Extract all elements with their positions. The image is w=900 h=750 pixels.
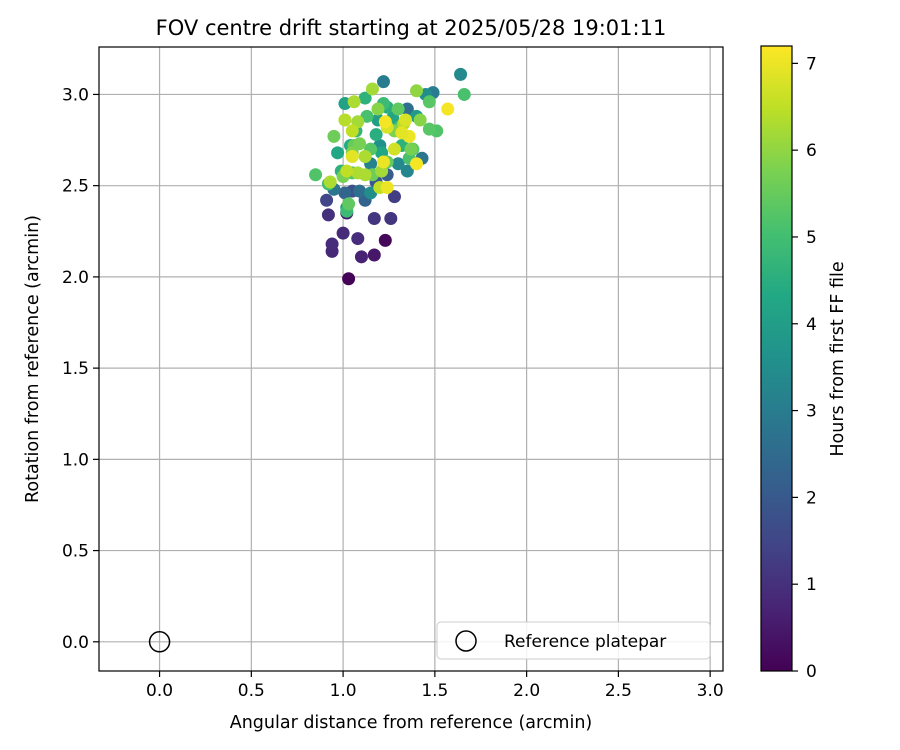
data-point [387, 142, 401, 156]
data-point [340, 164, 354, 178]
data-points [309, 67, 471, 286]
data-point [309, 168, 323, 182]
x-axis-ticks: 0.0 0.5 1.0 1.5 2.0 2.5 3.0 [146, 671, 724, 701]
data-point [331, 146, 345, 160]
data-point [358, 91, 372, 105]
data-point [358, 168, 372, 182]
data-point [457, 87, 471, 101]
data-point [342, 272, 356, 286]
colorbar-tick-label: 0 [806, 662, 817, 682]
y-tick-label: 3.0 [62, 85, 89, 105]
data-point [345, 124, 359, 138]
data-point [353, 137, 367, 151]
data-point [353, 184, 367, 198]
legend: Reference platepar [436, 621, 711, 660]
colorbar-tick-label: 2 [806, 488, 817, 508]
data-point [371, 102, 385, 116]
colorbar-frame [760, 45, 793, 672]
y-tick-label: 2.0 [62, 268, 89, 288]
data-point [410, 84, 424, 98]
data-point [351, 232, 365, 246]
colorbar-tick-label: 7 [806, 54, 817, 74]
x-tick-label: 3.0 [697, 681, 724, 701]
data-point [367, 248, 381, 262]
data-point [380, 180, 394, 194]
reference-marker [148, 631, 171, 653]
x-tick-label: 2.5 [605, 681, 632, 701]
data-point [321, 208, 335, 222]
data-point [323, 175, 337, 189]
y-tick-label: 0.5 [62, 542, 89, 562]
data-point [354, 250, 368, 264]
reference-marker-group [148, 631, 171, 653]
data-point [342, 197, 356, 211]
data-point [413, 113, 427, 127]
data-point [378, 115, 392, 129]
colorbar-tick-label: 5 [806, 228, 817, 248]
colorbar-label: Hours from first FF file [828, 261, 848, 456]
y-tick-label: 1.5 [62, 359, 89, 379]
data-point [398, 113, 412, 127]
legend-entry-label: Reference platepar [504, 632, 666, 652]
data-point [347, 95, 361, 109]
grid [99, 47, 723, 671]
y-axis-label: Rotation from reference (arcmin) [23, 215, 43, 503]
data-point [325, 237, 339, 251]
colorbar-ticks: 0 1 2 3 4 5 6 7 [792, 54, 817, 682]
data-point [441, 102, 455, 116]
colorbar-tick-label: 6 [806, 141, 817, 161]
y-axis-ticks: 0.0 0.5 1.0 1.5 2.0 2.5 3.0 [62, 85, 99, 653]
data-point [376, 75, 390, 89]
colorbar-gradient [761, 46, 792, 671]
y-tick-label: 2.5 [62, 177, 89, 197]
legend-box [436, 621, 711, 660]
data-point [338, 113, 352, 127]
data-point [358, 149, 372, 163]
data-point [400, 102, 414, 116]
x-tick-label: 1.0 [330, 681, 357, 701]
chart-title: FOV centre drift starting at 2025/05/28 … [156, 16, 667, 40]
data-point [404, 142, 418, 156]
legend-reference-marker [455, 630, 477, 652]
x-tick-label: 2.0 [513, 681, 540, 701]
x-tick-label: 0.5 [238, 681, 265, 701]
data-point [422, 122, 436, 136]
plot-frame [98, 46, 724, 672]
data-point [345, 149, 359, 163]
data-point [395, 126, 409, 140]
data-point [400, 164, 414, 178]
data-point [387, 190, 401, 204]
data-point [454, 67, 468, 81]
data-point [422, 95, 436, 109]
colorbar: 0 1 2 3 4 5 6 7 Hours from first FF file [760, 45, 848, 682]
x-tick-label: 0.0 [146, 681, 173, 701]
colorbar-tick-label: 3 [806, 402, 817, 422]
y-tick-label: 0.0 [62, 633, 89, 653]
data-point [338, 186, 352, 200]
data-point [327, 129, 341, 143]
colorbar-tick-label: 1 [806, 575, 817, 595]
data-point [378, 233, 392, 247]
data-point [365, 82, 379, 96]
y-tick-label: 1.0 [62, 450, 89, 470]
data-point [384, 212, 398, 226]
data-point [367, 212, 381, 226]
colorbar-tick-label: 4 [806, 315, 817, 335]
data-point [320, 193, 334, 207]
data-point [391, 102, 405, 116]
data-point [376, 155, 390, 169]
x-axis-label: Angular distance from reference (arcmin) [230, 713, 593, 733]
data-point [410, 157, 424, 171]
data-point [336, 226, 350, 240]
x-tick-label: 1.5 [421, 681, 448, 701]
data-point [391, 157, 405, 171]
data-point [369, 128, 383, 142]
